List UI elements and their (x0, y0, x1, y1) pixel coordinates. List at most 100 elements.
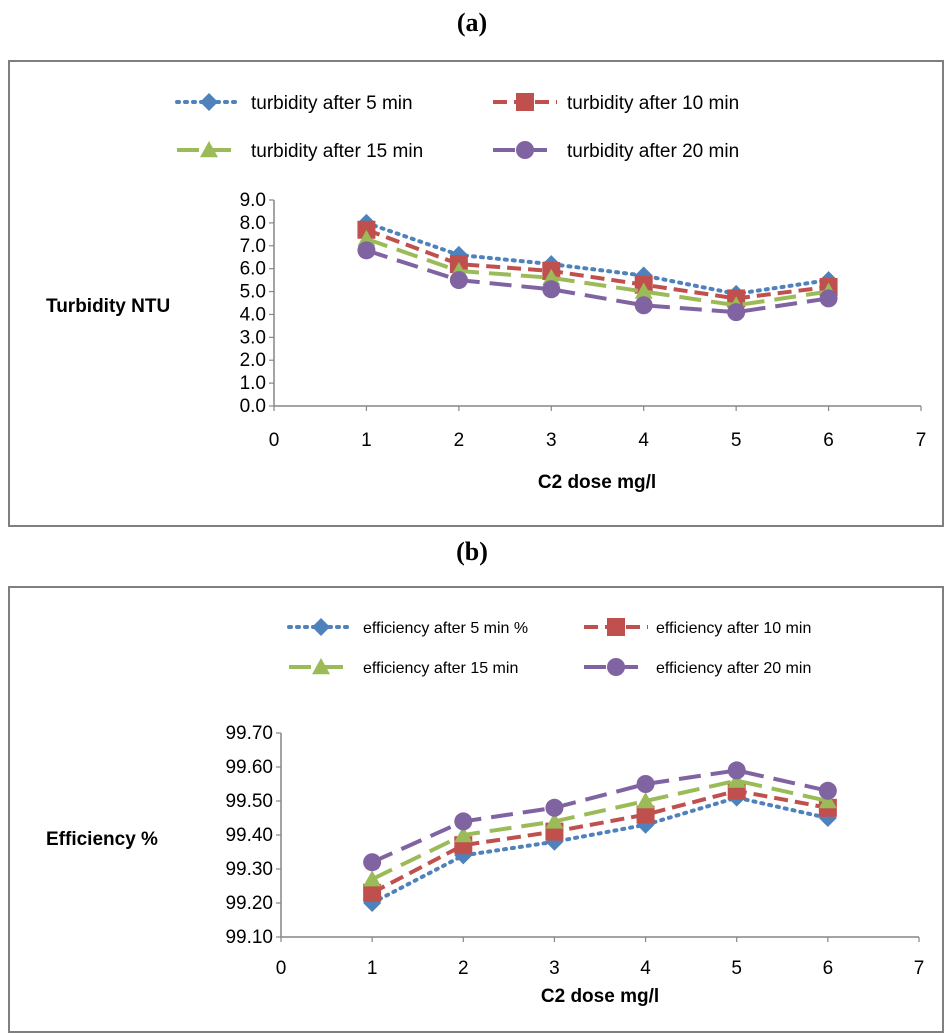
chart-b-x-tick-label: 4 (640, 958, 651, 979)
chart-a-data-point (449, 271, 468, 290)
chart-a-legend-marker (516, 93, 534, 111)
chart-b-data-point (454, 826, 473, 843)
chart-a-y-tick-label: 4.0 (240, 304, 266, 325)
chart-b-data-point (727, 761, 746, 780)
chart-a-y-tick-label: 1.0 (240, 373, 266, 394)
chart-a-data-point (357, 229, 376, 247)
chart-b-legend-item-2: efficiency after 10 min (584, 618, 811, 637)
chart-b-legend-marker (607, 618, 625, 636)
chart-a-y-tick-label: 5.0 (240, 282, 266, 303)
chart-a-series-line (365, 248, 829, 315)
chart-a-data-point (634, 296, 653, 315)
chart-b-data-point (636, 775, 655, 793)
chart-b-legend-marker (312, 658, 330, 675)
chart-b-legend-marker (312, 618, 330, 636)
chart-a-series-line (365, 237, 829, 308)
chart-a-legend-label: turbidity after 20 min (567, 141, 739, 162)
chart-b-series-line (370, 795, 830, 905)
chart-b-y-tick-label: 99.60 (225, 757, 273, 778)
chart-a-x-tick-label: 4 (638, 430, 649, 451)
chart-a-y-tick-label: 9.0 (240, 190, 266, 211)
chart-b-x-tick-label: 3 (549, 958, 560, 979)
chart-a-data-point (634, 282, 653, 299)
chart-b-legend-item-4: efficiency after 20 min (584, 658, 811, 677)
chart-a-legend-marker (200, 93, 218, 111)
chart-b-data-point (545, 798, 564, 817)
chart-b-x-tick-label: 7 (914, 958, 925, 979)
chart-b-y-tick-label: 99.40 (225, 825, 273, 846)
chart-b-data-point (363, 870, 382, 887)
chart-a-x-axis-title: C2 dose mg/l (538, 472, 656, 493)
chart-b-series-3 (363, 771, 837, 887)
chart-b-y-axis-title: Efficiency % (46, 829, 158, 850)
chart-a-x-tick-label: 3 (546, 430, 557, 451)
chart-b-x-tick-label: 5 (731, 958, 742, 979)
chart-a-x-tick-label: 7 (916, 430, 927, 451)
chart-b-data-point (363, 883, 382, 902)
chart-b-x-axis-title: C2 dose mg/l (541, 986, 659, 1007)
chart-b-y-tick-label: 99.30 (225, 859, 273, 880)
chart-a-data-point (357, 241, 376, 260)
chart-a-series-2 (357, 220, 838, 308)
chart-a-data-point (727, 303, 746, 322)
chart-a-legend-label: turbidity after 15 min (251, 141, 423, 162)
chart-a-series-line (365, 227, 829, 301)
chart-b-series-4 (363, 761, 837, 872)
chart-b-x-tick-label: 2 (458, 958, 469, 979)
chart-b-data-point (454, 812, 473, 831)
chart-a-y-tick-label: 2.0 (240, 350, 266, 371)
chart-a-legend-item-3: turbidity after 15 min (177, 141, 423, 162)
chart-b-x-tick-label: 1 (367, 958, 378, 979)
chart-a-legend-item-2: turbidity after 10 min (493, 93, 739, 114)
chart-b-y-tick-label: 99.70 (225, 723, 273, 744)
chart-b-data-point (545, 812, 564, 829)
chart-a-x-tick-label: 0 (269, 430, 280, 451)
chart-a-x-tick-label: 5 (731, 430, 742, 451)
chart-a-data-point (357, 220, 376, 239)
chart-a-legend-marker (200, 141, 218, 158)
chart-b-legend-item-3: efficiency after 15 min (289, 658, 518, 677)
chart-a-x-tick-label: 2 (454, 430, 465, 451)
chart-b-data-point (818, 792, 837, 809)
chart-b-data-point (636, 805, 655, 824)
chart-b-legend-label: efficiency after 10 min (656, 620, 811, 637)
chart-b-x-tick-label: 0 (276, 958, 287, 979)
chart-a-x-tick-label: 1 (361, 430, 372, 451)
chart-b-data-point (727, 771, 746, 788)
chart-b-legend-label: efficiency after 15 min (363, 660, 518, 677)
chart-b-data-point (636, 792, 655, 809)
chart-a-y-axis-title: Turbidity NTU (46, 296, 170, 317)
chart-b-legend-item-1: efficiency after 5 min % (287, 618, 528, 637)
chart-a-data-point (542, 280, 561, 299)
chart-b-data-point (818, 781, 837, 800)
chart-a-series-line (364, 220, 831, 296)
chart-a-y-tick-label: 8.0 (240, 213, 266, 234)
chart-b-legend-label: efficiency after 5 min % (363, 620, 528, 637)
chart-b-x-tick-label: 6 (823, 958, 834, 979)
chart-a-y-tick-label: 0.0 (240, 396, 266, 417)
chart-a-legend-label: turbidity after 5 min (251, 93, 413, 114)
chart-b-data-point (363, 853, 382, 872)
chart-a-y-tick-label: 3.0 (240, 327, 266, 348)
chart-a-data-point (542, 268, 561, 286)
chart-b-y-tick-label: 99.10 (225, 927, 273, 948)
chart-b-series-line (371, 778, 829, 881)
panel-b-label: (b) (456, 537, 488, 566)
chart-a-x-tick-label: 6 (823, 430, 834, 451)
chart-b-y-tick-label: 99.50 (225, 791, 273, 812)
chart-a-legend-marker (516, 141, 534, 159)
chart-b-legend-marker (607, 658, 625, 676)
chart-a-legend-item-1: turbidity after 5 min (175, 93, 413, 114)
chart-a-legend-label: turbidity after 10 min (567, 93, 739, 114)
chart-a-legend-item-4: turbidity after 20 min (493, 141, 739, 162)
chart-a-y-tick-label: 6.0 (240, 259, 266, 280)
chart-a-series-4 (357, 241, 838, 322)
chart-b-series-line (371, 768, 829, 865)
chart-a-data-point (819, 289, 838, 308)
chart-b-series-2 (363, 781, 837, 902)
chart-b-series-line (371, 788, 829, 895)
chart-b-legend-label: efficiency after 20 min (656, 660, 811, 677)
chart-a-y-tick-label: 7.0 (240, 236, 266, 257)
